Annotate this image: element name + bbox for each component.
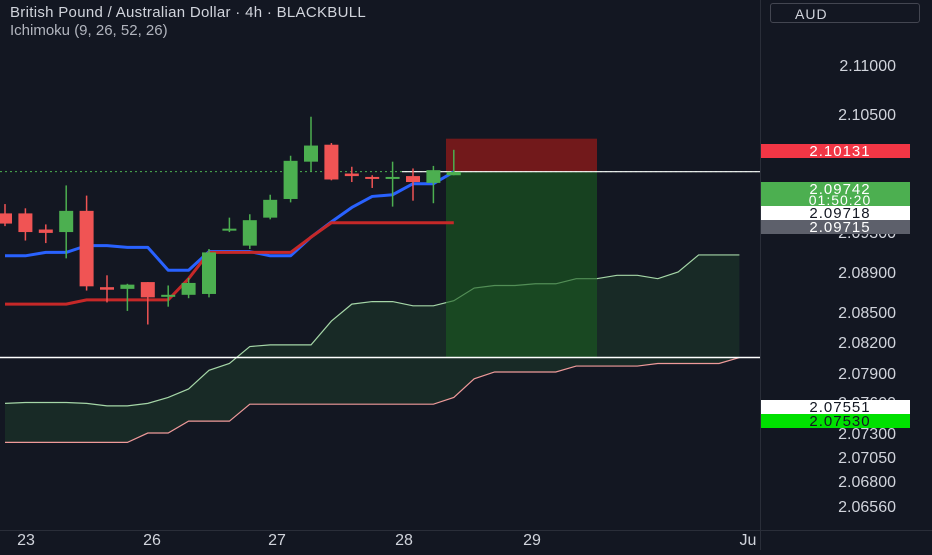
currency-button[interactable]: AUD <box>770 3 920 23</box>
take-profit-zone <box>446 171 597 358</box>
candle <box>181 277 196 299</box>
candle-body <box>79 210 94 287</box>
candle-body <box>140 282 155 298</box>
candle-body <box>406 176 420 183</box>
price-tag-box <box>761 220 910 234</box>
candle <box>385 161 400 207</box>
candle <box>120 283 135 311</box>
candle-body <box>324 144 339 180</box>
candle <box>202 249 216 298</box>
price-tag-label: 2.09742 <box>809 181 870 198</box>
candle <box>263 194 278 220</box>
price-tag-label: 2.07530 <box>809 413 870 430</box>
candle-body <box>242 220 257 246</box>
candle <box>446 149 461 176</box>
price-tag: 2.09718 <box>761 205 910 222</box>
chart-legend: British Pound / Australian Dollar · 4h ·… <box>10 4 366 39</box>
price-tick-label: 2.11000 <box>839 58 896 75</box>
candle-body <box>161 294 176 297</box>
price-tick-label: 2.07050 <box>838 450 896 467</box>
candle <box>426 165 441 204</box>
candle <box>283 155 298 203</box>
candle <box>18 208 33 241</box>
candle <box>100 275 114 303</box>
countdown-label: 01:50:20 <box>809 192 872 208</box>
candle <box>242 214 257 250</box>
candle <box>0 204 12 227</box>
price-tick-label: 2.07900 <box>838 366 896 383</box>
kijun-sen-line <box>5 221 454 306</box>
time-tick-label: Ju <box>740 532 757 549</box>
candle <box>38 224 53 244</box>
symbol-title[interactable]: British Pound / Australian Dollar · 4h ·… <box>10 4 366 21</box>
time-tick-label: 26 <box>143 532 161 549</box>
candle-body <box>446 171 461 176</box>
price-tick-label: 2.08200 <box>838 335 896 352</box>
price-tag: 2.07530 <box>761 413 910 430</box>
candle <box>59 185 74 259</box>
candle-body <box>222 228 237 231</box>
candle-body <box>0 213 12 224</box>
price-tick-label: 2.10500 <box>838 107 896 124</box>
price-tick-label: 2.08900 <box>838 265 896 282</box>
stop-loss-zone <box>446 138 597 172</box>
candle <box>161 285 176 307</box>
candle-body <box>18 213 33 233</box>
price-tag-box <box>761 400 910 414</box>
price-tag: 2.09715 <box>761 219 910 236</box>
senkou-span-b-line <box>5 356 740 443</box>
time-tick-label: 27 <box>268 532 286 549</box>
candle-body <box>202 252 216 294</box>
candle <box>79 195 94 291</box>
candle-body <box>304 145 318 162</box>
senkou-span-a-line <box>4 254 740 407</box>
price-tag: 2.07551 <box>761 399 910 416</box>
price-tag-label: 2.07551 <box>809 399 870 416</box>
candle-body <box>181 282 196 295</box>
candle-body <box>59 210 74 233</box>
candle-body <box>385 176 400 179</box>
price-tick-label: 2.08500 <box>838 305 896 322</box>
candle <box>222 217 237 233</box>
price-tag-label: 2.09718 <box>809 205 870 222</box>
candle <box>344 166 359 183</box>
price-tag-box <box>761 414 910 428</box>
candle <box>324 143 339 181</box>
candle <box>365 175 380 188</box>
price-tag-box <box>761 206 910 220</box>
candle <box>140 282 155 325</box>
candle-body <box>38 229 53 233</box>
price-tag-box <box>761 144 910 158</box>
candles <box>0 116 461 325</box>
time-tick-label: 28 <box>395 532 413 549</box>
candle-body <box>283 160 298 199</box>
candle <box>406 168 420 201</box>
time-tick-label: 29 <box>523 532 541 549</box>
price-tag-label: 2.09715 <box>809 219 870 236</box>
candle-body <box>263 199 278 218</box>
candle-body <box>365 176 380 179</box>
plot-area <box>0 0 760 530</box>
indicator-label[interactable]: Ichimoku (9, 26, 52, 26) <box>10 22 168 39</box>
price-tag: 2.10131 <box>761 143 910 160</box>
candle <box>304 116 318 172</box>
candle-body <box>344 173 359 177</box>
price-tick-label: 2.06800 <box>838 474 896 491</box>
candle-body <box>426 170 441 183</box>
price-tick-label: 2.07300 <box>838 426 896 443</box>
price-tag-box <box>761 194 910 206</box>
price-tag-label: 2.10131 <box>809 143 870 160</box>
price-tick-label: 2.06560 <box>838 499 896 516</box>
candle-body <box>120 284 135 289</box>
time-tick-label: 23 <box>17 532 35 549</box>
candle-body <box>100 287 114 290</box>
